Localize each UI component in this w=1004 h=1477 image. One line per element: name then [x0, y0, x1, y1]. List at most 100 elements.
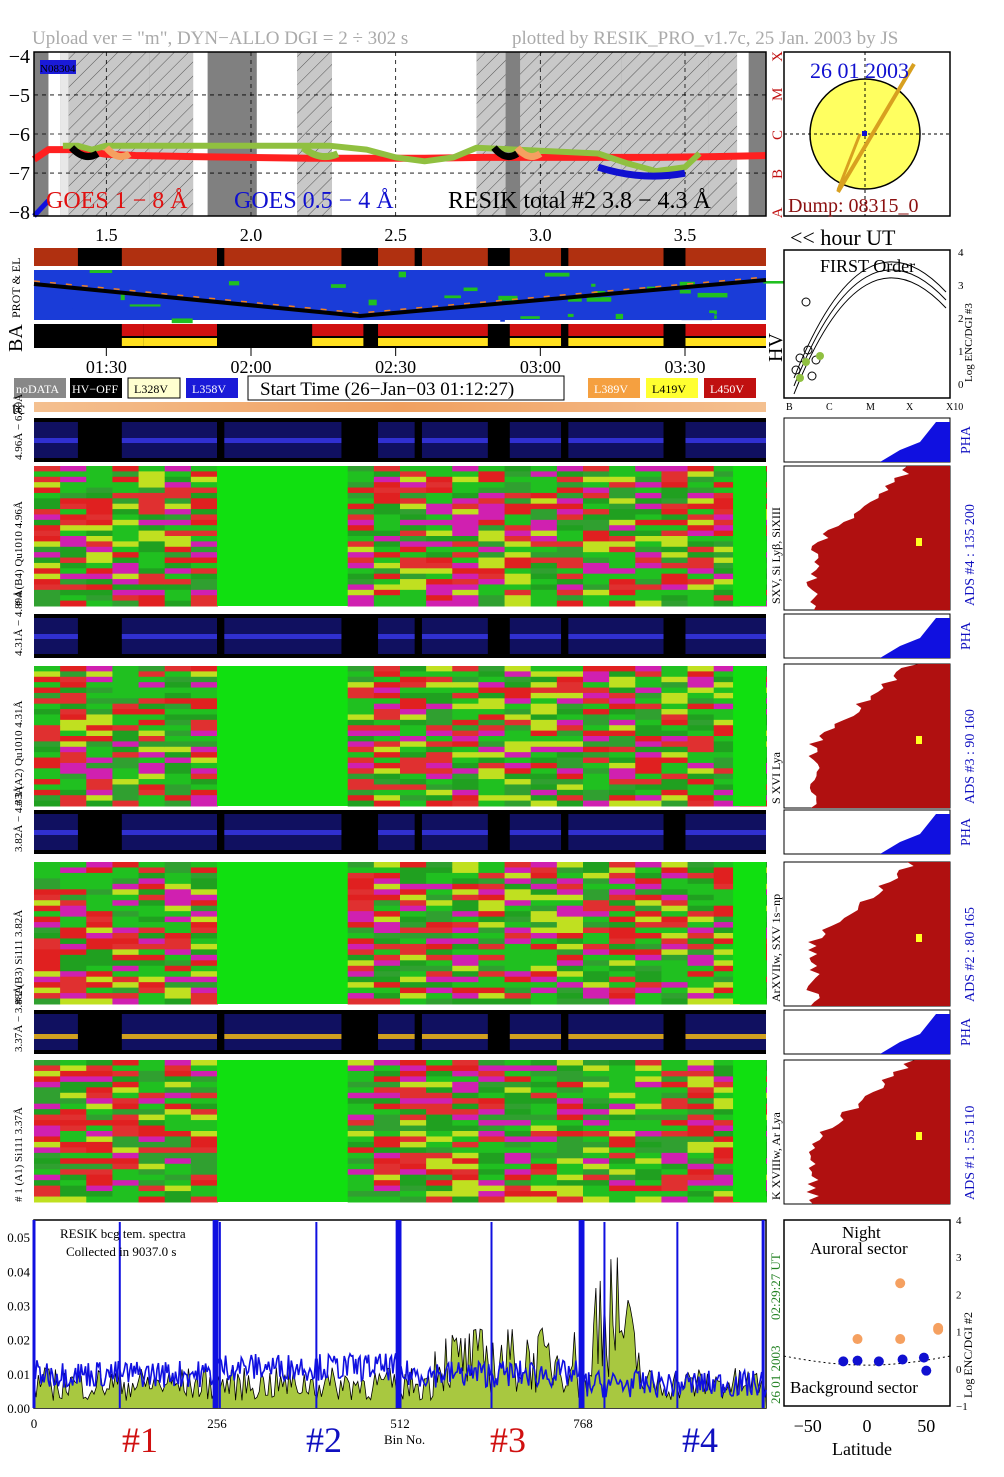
goes-xtick: 2.5: [384, 225, 407, 245]
pha-label: 3.82Å − 4.33Å: [13, 786, 25, 852]
lat-point: [895, 1278, 906, 1289]
fo-xtick: C: [826, 402, 833, 413]
side-label: ArXVIIw, SXV 1s−np: [769, 894, 783, 1002]
dump-label: Dump: 08315_0: [788, 195, 919, 217]
bs-xtick: 0: [31, 1416, 38, 1431]
lat-xtick: 0: [863, 1416, 872, 1436]
lat-point: [933, 1322, 944, 1333]
lat-point: [838, 1356, 849, 1367]
first-order-point: [807, 371, 817, 381]
goes-ytick: −7: [9, 163, 30, 185]
fo-ytick: 4: [958, 247, 964, 259]
spec-label: # 1 (A1) Si111 3.37Å: [13, 1107, 25, 1202]
first-order-point: [816, 352, 824, 360]
channel-2: 3.82Å − 4.33Å # 2 (B3) Si111 3.82Å ArXVIIw…: [13, 786, 978, 1007]
fo-ytick: 1: [958, 346, 964, 358]
ads-label: ADS #2 : 80 165: [963, 907, 978, 1002]
channel-4: 4.96Å − 6.09Å # 4 (B4) Qu1010 4.96Å SXV, S…: [13, 394, 978, 611]
pha-title: PHA: [959, 425, 974, 454]
lat-xtick: 50: [917, 1416, 935, 1436]
first-order-point: [795, 353, 805, 363]
first-order-ylabel: Log ENC/DGI #3: [963, 303, 975, 382]
section-1: #1: [122, 1420, 158, 1460]
bs-ytick: 0.01: [7, 1367, 30, 1382]
goes-ytick: −8: [9, 202, 30, 224]
ads-histogram: [806, 1060, 950, 1204]
sun-panel: 26 01 2003 Dump: 08315_0: [783, 51, 951, 217]
legend-resik: RESIK total #2 3.8 − 4.3 Å: [448, 188, 712, 214]
side-label: K XVIIIw, Ar Lya: [769, 1111, 783, 1200]
lat-title1: Night: [842, 1223, 881, 1242]
fo-xtick: X: [906, 402, 914, 413]
legend-l450: L450V: [710, 382, 744, 396]
bs-ytick: 0.04: [7, 1264, 30, 1279]
fo-ytick: 0: [958, 379, 964, 391]
lat-ytick: 0: [956, 1364, 962, 1376]
lat-point: [852, 1334, 863, 1345]
ads-label: ADS #4 : 135 200: [963, 504, 978, 606]
bs-ytick: 0.00: [7, 1401, 30, 1416]
channel-3: 4.31Å − 4.89Å # 3 (A2) Qu1010 4.31Å S XVI …: [13, 590, 978, 809]
fo-xtick: M: [866, 402, 875, 413]
goes-class-label: A: [770, 207, 786, 218]
legend-row: noDATA HV−OFF L328V L358V Start Time (26…: [14, 375, 756, 401]
goes-class-label: X: [770, 51, 786, 62]
lat-point: [873, 1356, 884, 1367]
prot-label: PROT & EL: [9, 258, 23, 318]
ads-label: ADS #3 : 90 160: [963, 709, 978, 804]
ads-histogram: [806, 466, 950, 610]
first-order-point: [791, 365, 801, 375]
pha-title: PHA: [959, 817, 974, 846]
series-1: [32, 198, 51, 218]
goes-ytick: −6: [9, 124, 30, 146]
bs-note2: Collected in 9037.0 s: [66, 1244, 177, 1259]
lat-ytick: 4: [956, 1215, 962, 1227]
lat-ytick: 2: [956, 1289, 962, 1301]
section-2: #2: [306, 1420, 342, 1460]
goes-class-label: C: [770, 130, 786, 140]
id-tag: N08304: [40, 63, 76, 75]
background-spectrum-panel: 0.05 0.04 0.03 0.02 0.01 0.00 0 256 512 768 RESI…: [7, 1219, 783, 1460]
fo-xtick: X10: [946, 402, 963, 413]
bs-note1: RESIK bcg tem. spectra: [60, 1226, 186, 1241]
time-tick: 02:30: [375, 357, 416, 377]
legend-l389: L389V: [594, 382, 628, 396]
pha-label: 3.37Å − 3.88Å: [13, 986, 25, 1052]
lat-ylabel: Log ENC/DGI #2: [961, 1312, 975, 1398]
first-order-panel: FIRST Order 4 3 2 1 0 B C M X X10 Log ENC/DGI #3: [783, 247, 975, 413]
hour-axis-label: << hour UT: [790, 225, 896, 250]
time-tick: 03:30: [664, 357, 705, 377]
pha-title: PHA: [959, 1017, 974, 1046]
bs-ytick: 0.03: [7, 1298, 30, 1313]
legend-l358: L358V: [192, 382, 226, 396]
bs-ytick: 0.02: [7, 1333, 30, 1348]
bs-side-time: 02:29:27 UT: [768, 1253, 783, 1320]
goes-xtick: 2.0: [240, 225, 263, 245]
goes-ytick: −5: [9, 85, 30, 107]
goes-class-label: B: [770, 169, 786, 179]
goes-ytick: −4: [9, 46, 30, 68]
goes-xtick: 3.5: [674, 225, 697, 245]
tc-bar: [34, 402, 766, 412]
series-2: [62, 142, 702, 175]
status-strips: PROT & EL BA HV 01:30 02:00 02:30 03:00 03:3…: [5, 248, 787, 377]
bs-ytick: 0.05: [7, 1230, 30, 1245]
bs-side-date: 26 01 2003: [768, 1346, 783, 1405]
lat-title2: Auroral sector: [810, 1239, 908, 1258]
fo-ytick: 2: [958, 313, 964, 325]
ads-histogram: [808, 664, 950, 808]
goes-class-label: M: [770, 88, 786, 101]
lat-bottom: Background sector: [790, 1378, 918, 1397]
bs-xtick: 768: [573, 1416, 593, 1431]
goes-xtick: 1.5: [95, 225, 118, 245]
header-left: Upload ver = "m", DYN−ALLO DGI = 2 ÷ 302…: [32, 28, 408, 49]
goes-xtick: 3.0: [529, 225, 552, 245]
lat-ytick: 3: [956, 1252, 962, 1264]
legend-l419: L419V: [652, 382, 686, 396]
sun-date: 26 01 2003: [810, 58, 909, 83]
time-tick: 03:00: [520, 357, 561, 377]
ba-label: BA: [5, 324, 27, 352]
channel-1: 3.37Å − 3.88Å # 1 (A1) Si111 3.37Å K XVIII…: [13, 986, 978, 1205]
